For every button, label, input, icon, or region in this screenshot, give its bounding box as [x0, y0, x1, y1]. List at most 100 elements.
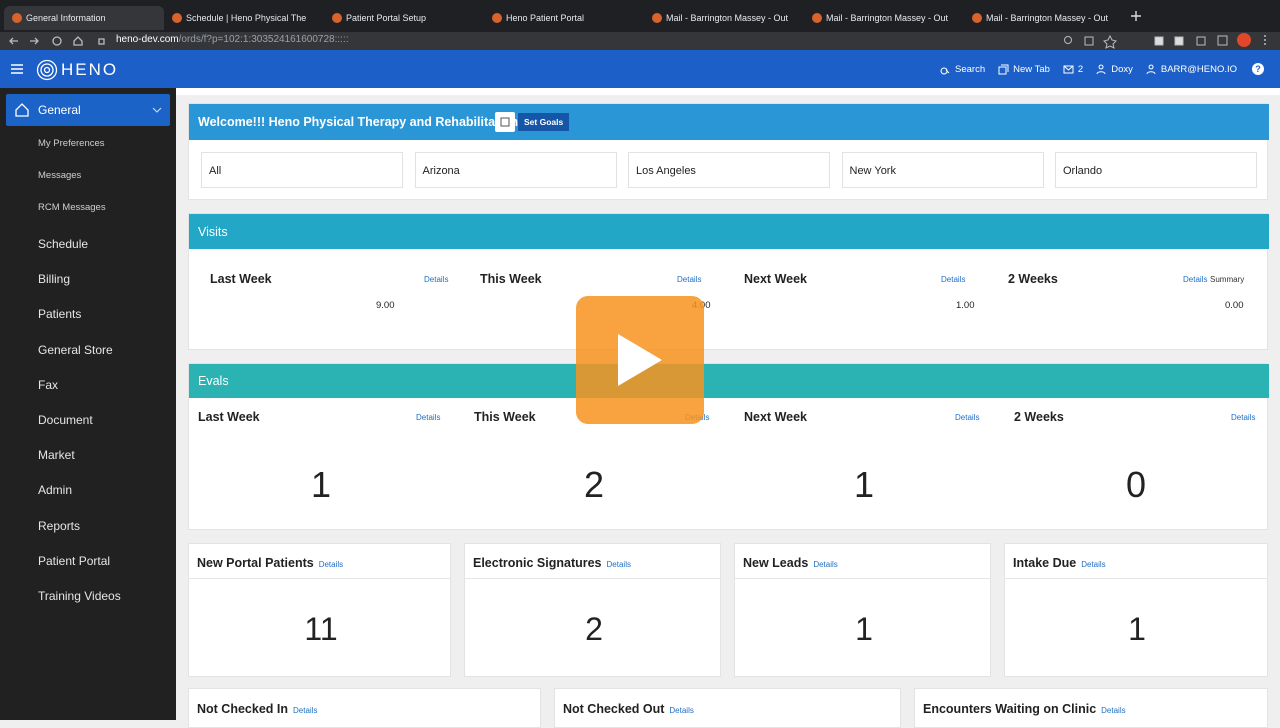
menu-item[interactable]: Patient Portal	[38, 553, 111, 568]
active-menu-item[interactable]: General	[6, 94, 170, 126]
header-action[interactable]: BARR@HENO.IO	[1146, 64, 1237, 75]
goals-icon[interactable]	[495, 112, 515, 132]
tab-favicon	[172, 13, 182, 23]
header-action[interactable]: 2	[1063, 64, 1083, 75]
details-link[interactable]: Details	[955, 413, 980, 422]
menu-item[interactable]: Training Videos	[38, 589, 121, 603]
action-label: 2	[1077, 63, 1084, 75]
card-title: Encounters Waiting on Clinic	[923, 702, 1097, 716]
visit-value: 1.00	[956, 300, 975, 311]
tab-title: Patient Portal Setup	[346, 13, 427, 23]
details-link[interactable]: Details	[1183, 275, 1208, 284]
home-icon	[15, 103, 29, 117]
details-link[interactable]: Details	[318, 560, 344, 569]
gauge-value: 1	[310, 464, 332, 505]
counter-value: 11	[304, 611, 338, 647]
summary-link[interactable]: Summary	[1210, 275, 1245, 284]
details-link[interactable]: Details	[677, 275, 702, 284]
browser-tab[interactable]: Patient Portal Setup	[324, 6, 484, 30]
counter-value: 2	[585, 611, 603, 647]
location-card[interactable]: Los Angeles	[628, 152, 830, 188]
location-name: Orlando	[1063, 165, 1103, 177]
location-card[interactable]: All	[201, 152, 403, 188]
action-label: New Tab	[1013, 63, 1050, 75]
list-card: Not Checked Out Details	[554, 688, 901, 728]
nav-icons	[9, 36, 105, 46]
details-link[interactable]: Details	[669, 706, 694, 715]
menu-item[interactable]: Document	[38, 413, 93, 427]
header-action[interactable]: Doxy	[1096, 64, 1133, 75]
details-link[interactable]: Details	[813, 560, 838, 569]
location-card[interactable]: Orlando	[1055, 152, 1257, 188]
menu-item[interactable]: Billing	[38, 272, 71, 287]
details-link[interactable]: Details	[1081, 560, 1106, 569]
set-goals-button[interactable]: Set Goals	[518, 113, 570, 131]
details-link[interactable]: Details	[424, 275, 449, 284]
menu-item[interactable]: Reports	[38, 518, 81, 533]
url-path: /ords/f?p=102:1:303524161600728:::::	[178, 34, 349, 45]
header-action[interactable]: New Tab	[998, 64, 1050, 75]
header-action[interactable]: Search	[940, 64, 985, 75]
action-label: BARR@HENO.IO	[1160, 63, 1238, 75]
menu-item[interactable]: Patients	[38, 307, 82, 322]
toolbar: heno-dev.com/ords/f?p=102:1:303524161600…	[0, 32, 1280, 50]
details-link[interactable]: Details	[1101, 706, 1126, 715]
counter-value: 1	[1128, 611, 1146, 647]
browser-tab[interactable]: Heno Patient Portal	[484, 6, 644, 30]
visit-value: 9.00	[376, 300, 395, 311]
counter-card: New Leads Details 1	[734, 543, 991, 677]
card-title: Electronic Signatures	[473, 556, 602, 570]
location-card[interactable]: Arizona	[414, 152, 617, 188]
menu-item[interactable]: Fax	[38, 377, 59, 392]
top-strip	[176, 88, 1280, 95]
help-button[interactable]: ?	[1252, 63, 1264, 75]
details-link[interactable]: Details	[293, 706, 318, 715]
browser-tab[interactable]: Mail - Barrington Massey - Out	[964, 6, 1124, 30]
toolbar-icons	[1064, 33, 1266, 49]
browser-tab[interactable]: General Information	[4, 6, 164, 30]
details-link[interactable]: Details	[416, 413, 441, 422]
url[interactable]: heno-dev.com/ords/f?p=102:1:303524161600…	[116, 34, 349, 45]
menu-item[interactable]: Admin	[38, 483, 73, 498]
evals-title: Evals	[198, 374, 229, 388]
card-title: 2 Weeks	[1014, 410, 1064, 424]
card-title: Next Week	[744, 272, 807, 286]
details-link[interactable]: Details	[606, 560, 631, 569]
tab-favicon	[652, 13, 662, 23]
menu-item[interactable]: Market	[38, 448, 75, 463]
menu-item[interactable]: Schedule	[38, 237, 89, 251]
menu-icon[interactable]	[8, 58, 38, 80]
video-play-overlay[interactable]	[576, 296, 704, 424]
browser-tab[interactable]: Mail - Barrington Massey - Out	[644, 6, 804, 30]
gauge-value: 1	[853, 464, 875, 505]
divider	[735, 578, 990, 579]
details-link[interactable]: Details	[1231, 413, 1256, 422]
visits-panel: Visits Last Week Details 9.00 This Week Deta…	[188, 213, 1269, 350]
submenu-item[interactable]: RCM Messages	[38, 202, 106, 213]
card-title: Last Week	[210, 272, 272, 286]
app-header: HENO Search New Tab 2 Doxy BARR@HENO.IO ?	[0, 50, 1280, 88]
welcome-title: Welcome!!! Heno Physical Therapy and Reh…	[198, 115, 518, 129]
divider	[465, 578, 720, 579]
counter-header: New Leads Details	[743, 554, 838, 572]
plus-icon	[1131, 11, 1141, 21]
submenu-item[interactable]: Messages	[38, 170, 82, 181]
menu-item[interactable]: General Store	[38, 342, 113, 357]
icon-path	[998, 64, 1009, 74]
chevron	[152, 107, 162, 113]
location-card[interactable]: New York	[841, 152, 1044, 188]
tab-favicon	[972, 13, 982, 23]
new-tab[interactable]	[1130, 10, 1142, 22]
logo[interactable]: HENO	[61, 60, 119, 79]
visits-banner: Visits	[189, 214, 1269, 249]
card-title: New Leads	[743, 556, 809, 570]
list-card: Not Checked In Details	[188, 688, 541, 728]
action-label: Search	[955, 63, 986, 75]
browser-tab[interactable]: Mail - Barrington Massey - Out	[804, 6, 964, 30]
list-header: Not Checked Out Details	[563, 700, 694, 718]
details-link[interactable]: Details	[941, 275, 966, 284]
browser-tab[interactable]: Schedule | Heno Physical The	[164, 6, 324, 30]
submenu-item[interactable]: My Preferences	[38, 138, 105, 149]
action-icon	[1096, 64, 1106, 74]
